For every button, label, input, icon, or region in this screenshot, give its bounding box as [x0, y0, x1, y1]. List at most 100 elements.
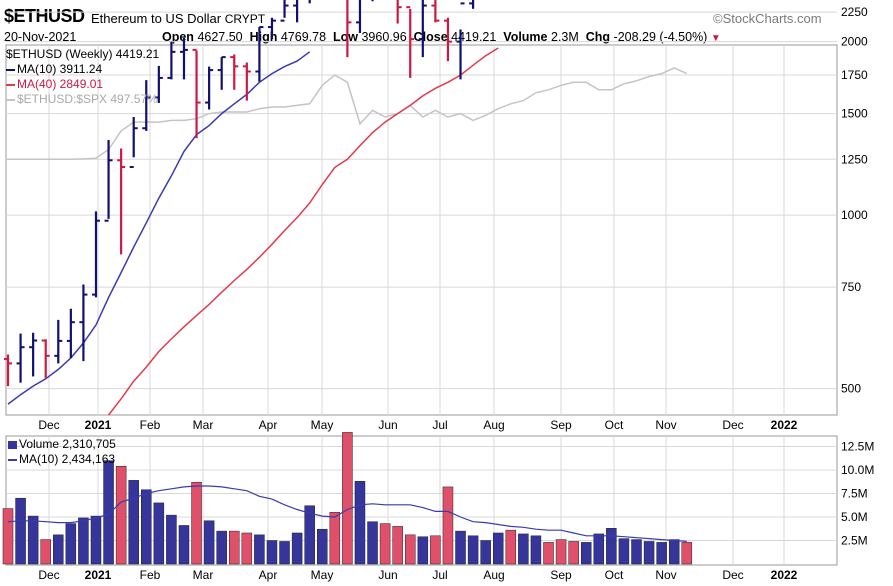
ohlc-bar — [179, 37, 188, 80]
volume-bar — [392, 526, 403, 565]
volume-bar — [128, 480, 139, 565]
chart-date: 20-Nov-2021 — [4, 30, 77, 44]
volume-label: Volume — [503, 30, 548, 44]
volume-x-tick-label: Nov — [655, 568, 676, 582]
ohlc-bar — [192, 48, 201, 139]
volume-y-tick-label: 2.5M — [841, 534, 868, 548]
low-value: 3960.96 — [361, 30, 407, 44]
volume-value: 2.3M — [551, 30, 579, 44]
ohlc-bar — [79, 284, 88, 362]
volume-x-tick-label: Sep — [550, 568, 572, 582]
ohlc-bar — [469, 0, 475, 9]
legend-ma10-label: MA(10) 3911.24 — [17, 62, 103, 76]
volume-bar — [291, 532, 303, 565]
price-y-tick-label: 2250 — [841, 5, 868, 19]
volume-bar — [53, 534, 64, 565]
volume-x-axis: Dec 2021 Feb Mar Apr May Jun Jul Aug Sep Oct Nov Dec… — [38, 568, 797, 582]
ohlc-bar — [205, 66, 214, 110]
ohlc-bar — [54, 319, 63, 364]
volume-bar — [304, 505, 315, 565]
price-x-tick-label: Aug — [483, 418, 504, 432]
volume-bar — [342, 432, 353, 565]
volume-bar — [417, 536, 429, 565]
volume-bar — [367, 521, 378, 565]
price-y-axis: 5007501000125015001750200022502500275030… — [841, 5, 868, 396]
volume-bar — [329, 512, 341, 565]
volume-x-tick-label: 2021 — [85, 568, 112, 582]
price-y-tick-label: 500 — [841, 382, 861, 396]
ma10-line — [7, 51, 311, 405]
volume-bar — [90, 515, 102, 565]
ohlc-bar — [41, 339, 50, 378]
ohlc-bar — [346, 0, 352, 58]
price-gridlines — [6, 11, 837, 415]
high-label: High — [249, 30, 278, 44]
price-x-tick-label: Feb — [140, 418, 161, 432]
volume-bar — [379, 523, 391, 565]
volume-bar — [467, 535, 479, 565]
ohlc-bar — [418, 0, 427, 58]
ohlc-bar — [117, 148, 126, 255]
volume-x-tick-label: Jun — [378, 568, 397, 582]
price-y-tick-label: 1750 — [841, 68, 868, 82]
ohlc-bar — [142, 80, 151, 131]
relative-strength-line — [6, 67, 688, 161]
price-x-tick-label: Dec — [722, 418, 743, 432]
ohlc-bar — [217, 56, 226, 90]
legend-volume: Volume 2,310,705 — [8, 438, 116, 450]
volume-bar — [153, 502, 165, 565]
volume-bar — [254, 534, 265, 565]
legend-vol-ma: MA(10) 2,434,163 — [8, 453, 115, 465]
volume-bar — [178, 525, 190, 565]
volume-bars — [2, 432, 693, 565]
volume-bar — [518, 533, 529, 565]
price-x-tick-label: Dec — [38, 418, 59, 432]
volume-bar — [555, 539, 567, 565]
volume-x-tick-label: May — [311, 568, 334, 582]
price-y-tick-label: 1000 — [841, 208, 868, 222]
ohlc-bar — [431, 0, 440, 23]
ohlc-bar — [308, 0, 311, 4]
volume-bar — [2, 508, 14, 565]
volume-x-tick-label: Dec — [722, 568, 743, 582]
ma40-line — [108, 47, 499, 416]
rel-swatch-icon — [6, 98, 15, 101]
volume-y-tick-label: 10.0M — [841, 463, 874, 477]
ohlc-bar — [4, 354, 12, 387]
volume-bar — [40, 539, 51, 565]
ohlc-bar — [154, 65, 163, 104]
volume-x-tick-label: Apr — [259, 568, 278, 582]
ohlc-bar — [371, 0, 374, 2]
stockcharts-logo[interactable]: ©StockCharts.com — [713, 11, 822, 26]
volume-bar — [681, 542, 693, 565]
volume-bar — [216, 530, 227, 565]
close-value: 4419.21 — [451, 30, 497, 44]
vol-ma-swatch-icon — [8, 458, 17, 461]
price-y-tick-label: 2000 — [841, 35, 868, 49]
volume-bar — [229, 530, 240, 565]
volume-x-tick-label: Aug — [483, 568, 504, 582]
volume-bar — [455, 530, 466, 565]
volume-ma10-line — [7, 485, 687, 542]
volume-bar — [103, 460, 114, 565]
price-y-tick-label: 1250 — [841, 152, 868, 166]
legend-volume-label: Volume 2,310,705 — [19, 437, 116, 451]
volume-bar — [430, 535, 441, 565]
volume-bar — [492, 532, 504, 565]
legend-ma40: MA(40) 2849.01 — [6, 78, 103, 90]
ohlc-bar — [242, 62, 251, 101]
ohlc-bar — [406, 6, 415, 78]
legend-ma40-label: MA(40) 2849.01 — [17, 77, 104, 91]
legend-rel-label: $ETHUSD:$SPX 497.57% — [17, 92, 158, 106]
volume-x-tick-label: Feb — [140, 568, 161, 582]
volume-y-tick-label: 5.0M — [841, 510, 868, 524]
volume-bar — [317, 528, 328, 565]
volume-x-tick-label: Jul — [432, 568, 447, 582]
volume-bar — [15, 497, 26, 565]
ohlc-bar — [443, 17, 452, 62]
volume-x-tick-label: 2022 — [771, 568, 798, 582]
ohlc-bar — [129, 116, 138, 169]
volume-bar — [115, 465, 127, 565]
ohlc-bar — [255, 26, 264, 82]
